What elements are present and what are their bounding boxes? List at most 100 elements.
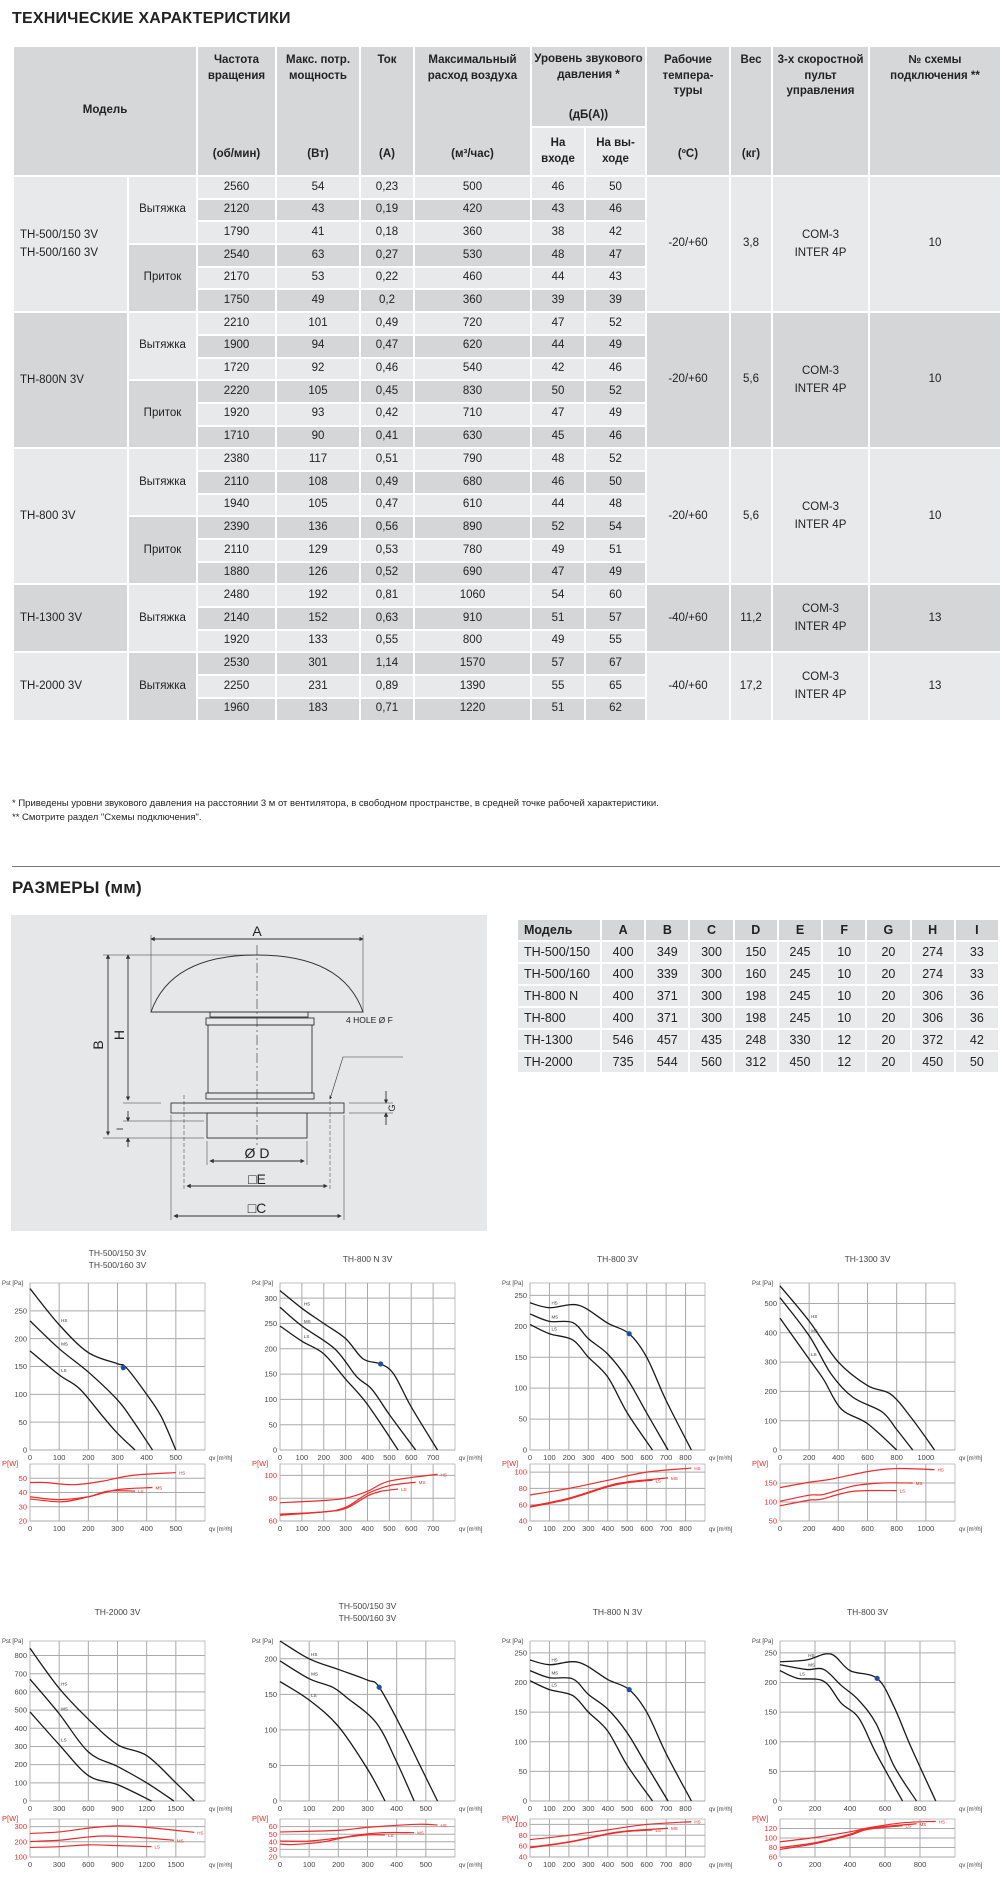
scheme-cell: 10 bbox=[868, 447, 1000, 586]
sound-out-cell: 52 bbox=[584, 447, 647, 472]
y-axis-label: Pst [Pa] bbox=[502, 1281, 523, 1287]
x-tick-label: 600 bbox=[82, 1860, 95, 1869]
power-cell: 105 bbox=[275, 492, 361, 518]
temp-cell: -20/+60 bbox=[645, 174, 731, 314]
operating-point bbox=[626, 1686, 632, 1693]
curve-label: MS bbox=[304, 1319, 311, 1324]
dimension-value: 450 bbox=[909, 1050, 956, 1074]
power-cell: 117 bbox=[275, 447, 361, 472]
dimensions-table: Модель A B C D E F G H I TH-500/150 400 349 300 150 24… bbox=[516, 918, 1000, 1074]
curve-ms bbox=[529, 1477, 669, 1507]
dimensions-row: TH-500/150 400 349 300 150 245 10 20 274 33 bbox=[516, 940, 1000, 964]
flow-cell: 910 bbox=[413, 606, 532, 631]
current-cell: 0,89 bbox=[359, 674, 415, 699]
curve-label: MS bbox=[811, 1329, 818, 1334]
x-tick-label: 400 bbox=[602, 1524, 615, 1533]
x-tick-label: 400 bbox=[140, 1524, 153, 1533]
x-axis-label: qv [m³/h] bbox=[709, 1863, 733, 1869]
x-axis-label: qv [m³/h] bbox=[959, 1527, 983, 1533]
current-cell: 0,47 bbox=[359, 333, 415, 359]
performance-chart: TH-800 N 3V0 100 200 300 400 500 600 700 8000501… bbox=[502, 1607, 733, 1869]
x-tick-label: 800 bbox=[914, 1860, 927, 1869]
x-tick-label: 0 bbox=[778, 1860, 782, 1869]
dimension-value: 20 bbox=[865, 1050, 912, 1074]
model-cell: TH-800 3V bbox=[12, 447, 129, 586]
freq-cell: 2250 bbox=[196, 674, 277, 699]
spec-row: 1920 93 0,42 710 47 49 bbox=[13, 401, 1000, 427]
current-cell: 0,49 bbox=[359, 311, 415, 336]
curve-ls bbox=[279, 1488, 399, 1516]
footnote-scheme: ** Смотрите раздел "Схемы подключения". bbox=[12, 812, 202, 823]
curve-ls bbox=[529, 1680, 654, 1802]
sound-in-cell: 45 bbox=[530, 424, 586, 450]
flow-cell: 710 bbox=[413, 401, 532, 427]
curve-ls bbox=[779, 1825, 903, 1850]
spec-row: TH-500/150 3V TH-500/160 3V Вытяжка 2560 54 0… bbox=[12, 174, 1000, 314]
header-sound-out: На вы-ходе bbox=[584, 126, 647, 177]
y-tick-label: 150 bbox=[764, 1479, 777, 1488]
x-tick-label: 400 bbox=[602, 1453, 615, 1462]
sound-out-cell: 55 bbox=[584, 628, 647, 654]
header-control: 3-х скоростной пульт управления bbox=[771, 45, 870, 177]
control-name: COM-3 bbox=[801, 671, 840, 684]
curve-ms bbox=[529, 1670, 669, 1802]
y-axis-label: Pst [Pa] bbox=[2, 1639, 23, 1645]
y-axis-label: P[W] bbox=[752, 1814, 768, 1823]
header-flow-unit: (м³/час) bbox=[451, 148, 494, 161]
freq-cell: 2110 bbox=[196, 538, 277, 563]
x-tick-label: 0 bbox=[28, 1804, 32, 1813]
x-tick-label: 400 bbox=[832, 1524, 845, 1533]
curve-ls bbox=[779, 1670, 904, 1802]
y-tick-label: 60 bbox=[769, 1853, 777, 1862]
curve-ls bbox=[29, 1350, 136, 1451]
control-cell: COM-3 INTER 4P bbox=[771, 651, 870, 722]
dimensions-row: TH-800 N 400 371 300 198 245 10 20 306 36 bbox=[516, 984, 1000, 1008]
spec-row: 1940 105 0,47 610 44 48 bbox=[13, 492, 1000, 518]
spec-row: 2110 108 0,49 680 46 50 bbox=[13, 469, 1000, 495]
operating-point bbox=[378, 1361, 384, 1367]
freq-cell: 2140 bbox=[196, 606, 277, 631]
current-cell: 0,41 bbox=[359, 424, 415, 450]
x-tick-label: 400 bbox=[361, 1453, 374, 1462]
x-tick-label: 800 bbox=[679, 1524, 692, 1533]
curve-ms bbox=[29, 1678, 175, 1802]
x-axis-label: qv [m³/h] bbox=[959, 1863, 983, 1869]
x-tick-label: 600 bbox=[640, 1804, 653, 1813]
curve-label: HS bbox=[441, 1472, 447, 1477]
x-tick-label: 0 bbox=[28, 1524, 32, 1533]
sound-in-cell: 51 bbox=[530, 696, 586, 722]
dimensions-header: E bbox=[776, 918, 824, 942]
curve-hs bbox=[279, 1640, 439, 1802]
dimensions-header: A bbox=[599, 918, 647, 942]
power-cell: 126 bbox=[275, 560, 361, 586]
header-scheme-label: № схемы подключения ** bbox=[890, 54, 980, 82]
dimension-value: 20 bbox=[865, 1006, 912, 1030]
curve-label: HS bbox=[61, 1681, 67, 1686]
x-tick-label: 200 bbox=[563, 1860, 576, 1869]
x-axis-label: qv [m³/h] bbox=[459, 1527, 483, 1533]
flow-cell: 800 bbox=[413, 628, 532, 654]
spec-row: Приток 2540 63 0,27 530 48 47 bbox=[13, 243, 1000, 314]
y-tick-label: 80 bbox=[519, 1484, 527, 1493]
sound-out-cell: 39 bbox=[584, 288, 647, 314]
curve-hs bbox=[29, 1471, 176, 1486]
x-tick-label: 600 bbox=[879, 1804, 892, 1813]
current-cell: 1,14 bbox=[359, 651, 415, 677]
x-tick-label: 200 bbox=[317, 1524, 330, 1533]
x-axis-label: qv [m³/h] bbox=[209, 1807, 233, 1813]
dimension-value: 274 bbox=[909, 962, 956, 986]
dimension-value: 457 bbox=[644, 1028, 691, 1052]
x-tick-label: 400 bbox=[361, 1524, 374, 1533]
operating-point bbox=[376, 1684, 382, 1690]
model-cell: TH-2000 3V bbox=[12, 651, 129, 722]
curve-ls bbox=[279, 1680, 386, 1802]
y-axis-label: Pst [Pa] bbox=[502, 1639, 523, 1645]
model-cell: TH-1300 3V bbox=[12, 583, 129, 654]
x-tick-label: 800 bbox=[679, 1860, 692, 1869]
mode-cell: Приток bbox=[127, 379, 198, 450]
curve-label: HS bbox=[311, 1652, 317, 1657]
y-tick-label: 0 bbox=[523, 1797, 527, 1806]
y-tick-label: 100 bbox=[264, 1471, 277, 1480]
y-tick-label: 200 bbox=[514, 1322, 527, 1331]
y-tick-label: 400 bbox=[764, 1328, 777, 1337]
